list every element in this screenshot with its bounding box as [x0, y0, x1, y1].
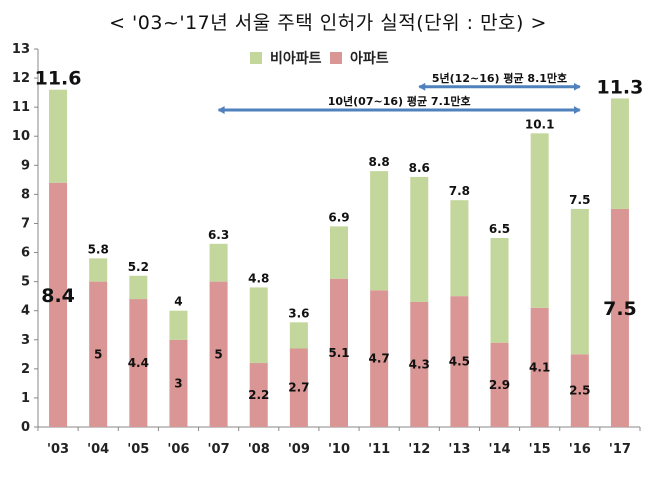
- apartment-data-label: 2.7: [288, 381, 309, 395]
- y-tick-label: 9: [21, 158, 30, 173]
- bar-segment-non-apartment: [530, 133, 549, 308]
- total-data-label: 6.3: [208, 228, 229, 242]
- total-data-label: 6.9: [328, 210, 349, 224]
- apartment-data-label: 4.3: [409, 357, 430, 371]
- x-tick-label: '06: [167, 442, 189, 457]
- bar-segment-non-apartment: [169, 310, 188, 340]
- y-tick-label: 8: [21, 187, 30, 202]
- annotation-label: 5년(12~16) 평균 8.1만호: [432, 71, 567, 85]
- annotation-label: 10년(07~16) 평균 7.1만호: [328, 94, 471, 108]
- apartment-data-label: 2.2: [248, 388, 269, 402]
- bar-segment-apartment: [49, 182, 68, 427]
- bar-segment-non-apartment: [89, 258, 108, 282]
- x-tick-label: '16: [569, 442, 591, 457]
- y-tick-label: 0: [21, 420, 30, 435]
- x-tick-label: '08: [248, 442, 270, 457]
- apartment-data-label: 2.9: [489, 378, 510, 392]
- total-data-label: 7.5: [569, 193, 590, 207]
- total-data-label: 11.6: [35, 68, 82, 90]
- bar-segment-apartment: [610, 208, 629, 427]
- bar-segment-apartment: [330, 278, 348, 427]
- x-tick-label: '12: [408, 442, 430, 457]
- legend-label-non-apartment: 비아파트: [270, 50, 322, 67]
- bar-segment-non-apartment: [410, 176, 429, 302]
- bar-segment-apartment: [410, 301, 429, 427]
- x-tick-label: '15: [529, 442, 551, 457]
- y-tick-label: 10: [12, 129, 30, 144]
- x-tick-label: '09: [288, 442, 310, 457]
- bar-segment-non-apartment: [450, 200, 469, 297]
- bar-segment-apartment: [490, 342, 509, 427]
- apartment-data-label: 5.1: [328, 346, 349, 360]
- x-tick-label: '07: [208, 442, 230, 457]
- bar-segment-non-apartment: [330, 226, 348, 279]
- apartment-data-label: 2.5: [569, 384, 590, 398]
- y-tick-label: 13: [12, 42, 30, 57]
- y-tick-label: 7: [21, 216, 30, 231]
- bar-segment-apartment: [169, 339, 188, 427]
- bar-segment-apartment: [289, 348, 308, 427]
- y-tick-label: 12: [12, 71, 30, 86]
- apartment-data-label: 8.4: [41, 285, 75, 307]
- y-tick-label: 6: [21, 246, 30, 261]
- bar-segment-apartment: [89, 281, 108, 427]
- total-data-label: 5.8: [88, 242, 109, 256]
- total-data-label: 5.2: [128, 260, 149, 274]
- apartment-data-label: 4.7: [369, 352, 390, 366]
- apartment-data-label: 5: [94, 347, 102, 361]
- y-tick-label: 4: [21, 304, 30, 319]
- x-tick-label: '11: [368, 442, 390, 457]
- total-data-label: 4.8: [248, 271, 269, 285]
- y-tick-label: 1: [21, 391, 30, 406]
- apartment-data-label: 5: [214, 347, 222, 361]
- chart-title: < '03~'17년 서울 주택 인허가 실적(단위 : 만호) >: [109, 12, 547, 34]
- bar-segment-non-apartment: [209, 243, 228, 282]
- total-data-label: 10.1: [525, 117, 555, 131]
- total-data-label: 4: [174, 295, 182, 309]
- total-data-label: 7.8: [449, 184, 470, 198]
- apartment-data-label: 4.5: [449, 355, 470, 369]
- bar-segment-non-apartment: [610, 98, 629, 209]
- apartment-data-label: 4.4: [128, 356, 149, 370]
- x-tick-label: '04: [87, 442, 109, 457]
- x-tick-label: '10: [328, 442, 350, 457]
- x-tick-label: '05: [127, 442, 149, 457]
- bar-segment-non-apartment: [129, 275, 148, 300]
- apartment-data-label: 3: [174, 376, 182, 390]
- bar-segment-non-apartment: [289, 322, 308, 349]
- bar-segment-apartment: [249, 363, 268, 427]
- bar-segment-apartment: [129, 299, 148, 427]
- bar-segment-apartment: [450, 296, 469, 427]
- y-tick-label: 2: [21, 362, 30, 377]
- bar-segment-non-apartment: [490, 238, 509, 343]
- x-tick-label: '03: [47, 442, 69, 457]
- x-tick-label: '13: [448, 442, 470, 457]
- legend-swatch-apartment: [330, 52, 342, 64]
- x-tick-label: '14: [488, 442, 510, 457]
- total-data-label: 6.5: [489, 222, 510, 236]
- legend-label-apartment: 아파트: [350, 50, 389, 67]
- total-data-label: 8.8: [369, 155, 390, 169]
- bar-segment-non-apartment: [370, 171, 389, 291]
- y-tick-label: 5: [21, 275, 30, 290]
- apartment-data-label: 4.1: [529, 360, 550, 374]
- apartment-data-label: 7.5: [603, 298, 637, 320]
- x-tick-label: '17: [609, 442, 631, 457]
- y-tick-label: 11: [12, 100, 30, 115]
- y-tick-label: 3: [21, 333, 30, 348]
- bar-segment-apartment: [570, 354, 589, 427]
- bar-segment-non-apartment: [49, 89, 68, 183]
- total-data-label: 8.6: [409, 161, 430, 175]
- bar-segment-non-apartment: [570, 208, 589, 355]
- legend-swatch-non-apartment: [250, 52, 262, 64]
- bar-segment-apartment: [209, 281, 228, 427]
- total-data-label: 3.6: [288, 306, 309, 320]
- bar-segment-apartment: [370, 290, 389, 427]
- total-data-label: 11.3: [596, 76, 643, 98]
- bar-segment-apartment: [530, 307, 549, 427]
- bar-segment-non-apartment: [249, 287, 268, 364]
